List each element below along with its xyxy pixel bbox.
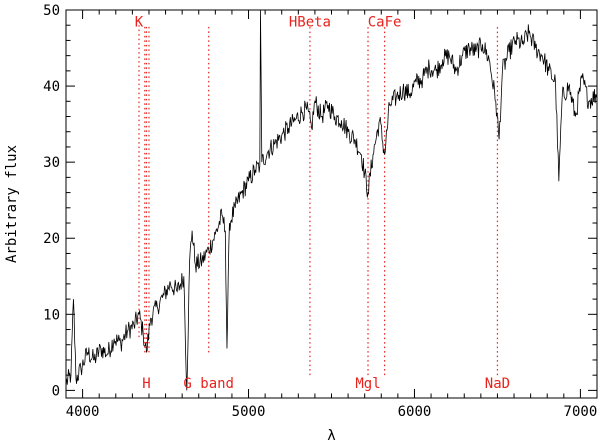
marker-label: H <box>142 376 150 392</box>
marker-label: HBeta <box>289 14 331 30</box>
y-tick-label: 50 <box>43 3 60 19</box>
plot-frame <box>65 9 598 399</box>
axes: 4000 5000 6000 7000 0 10 20 30 40 50 <box>43 3 598 420</box>
marker-label: CaFe <box>368 14 402 30</box>
marker-label: NaD <box>485 376 510 392</box>
x-tick-label: 6000 <box>398 404 432 420</box>
line-markers <box>138 25 499 376</box>
x-tick-label: 4000 <box>66 404 100 420</box>
spectrum-series <box>65 9 598 391</box>
spectrum-line <box>65 9 598 391</box>
x-tick-label: 5000 <box>232 404 266 420</box>
x-axis-label: λ <box>327 428 335 444</box>
y-tick-label: 20 <box>43 231 60 247</box>
marker-label: K <box>135 14 144 30</box>
marker-labels: K H G band HBeta Mgl CaFe NaD <box>135 14 510 391</box>
marker-label: Mgl <box>355 376 380 392</box>
y-tick-label: 10 <box>43 307 60 323</box>
y-tick-label: 0 <box>52 383 60 399</box>
x-tick-label: 7000 <box>564 404 598 420</box>
y-tick-label: 40 <box>43 79 60 95</box>
y-tick-label: 30 <box>43 155 60 171</box>
marker-label: G band <box>183 376 234 392</box>
y-axis-label: Arbitrary flux <box>4 145 20 263</box>
